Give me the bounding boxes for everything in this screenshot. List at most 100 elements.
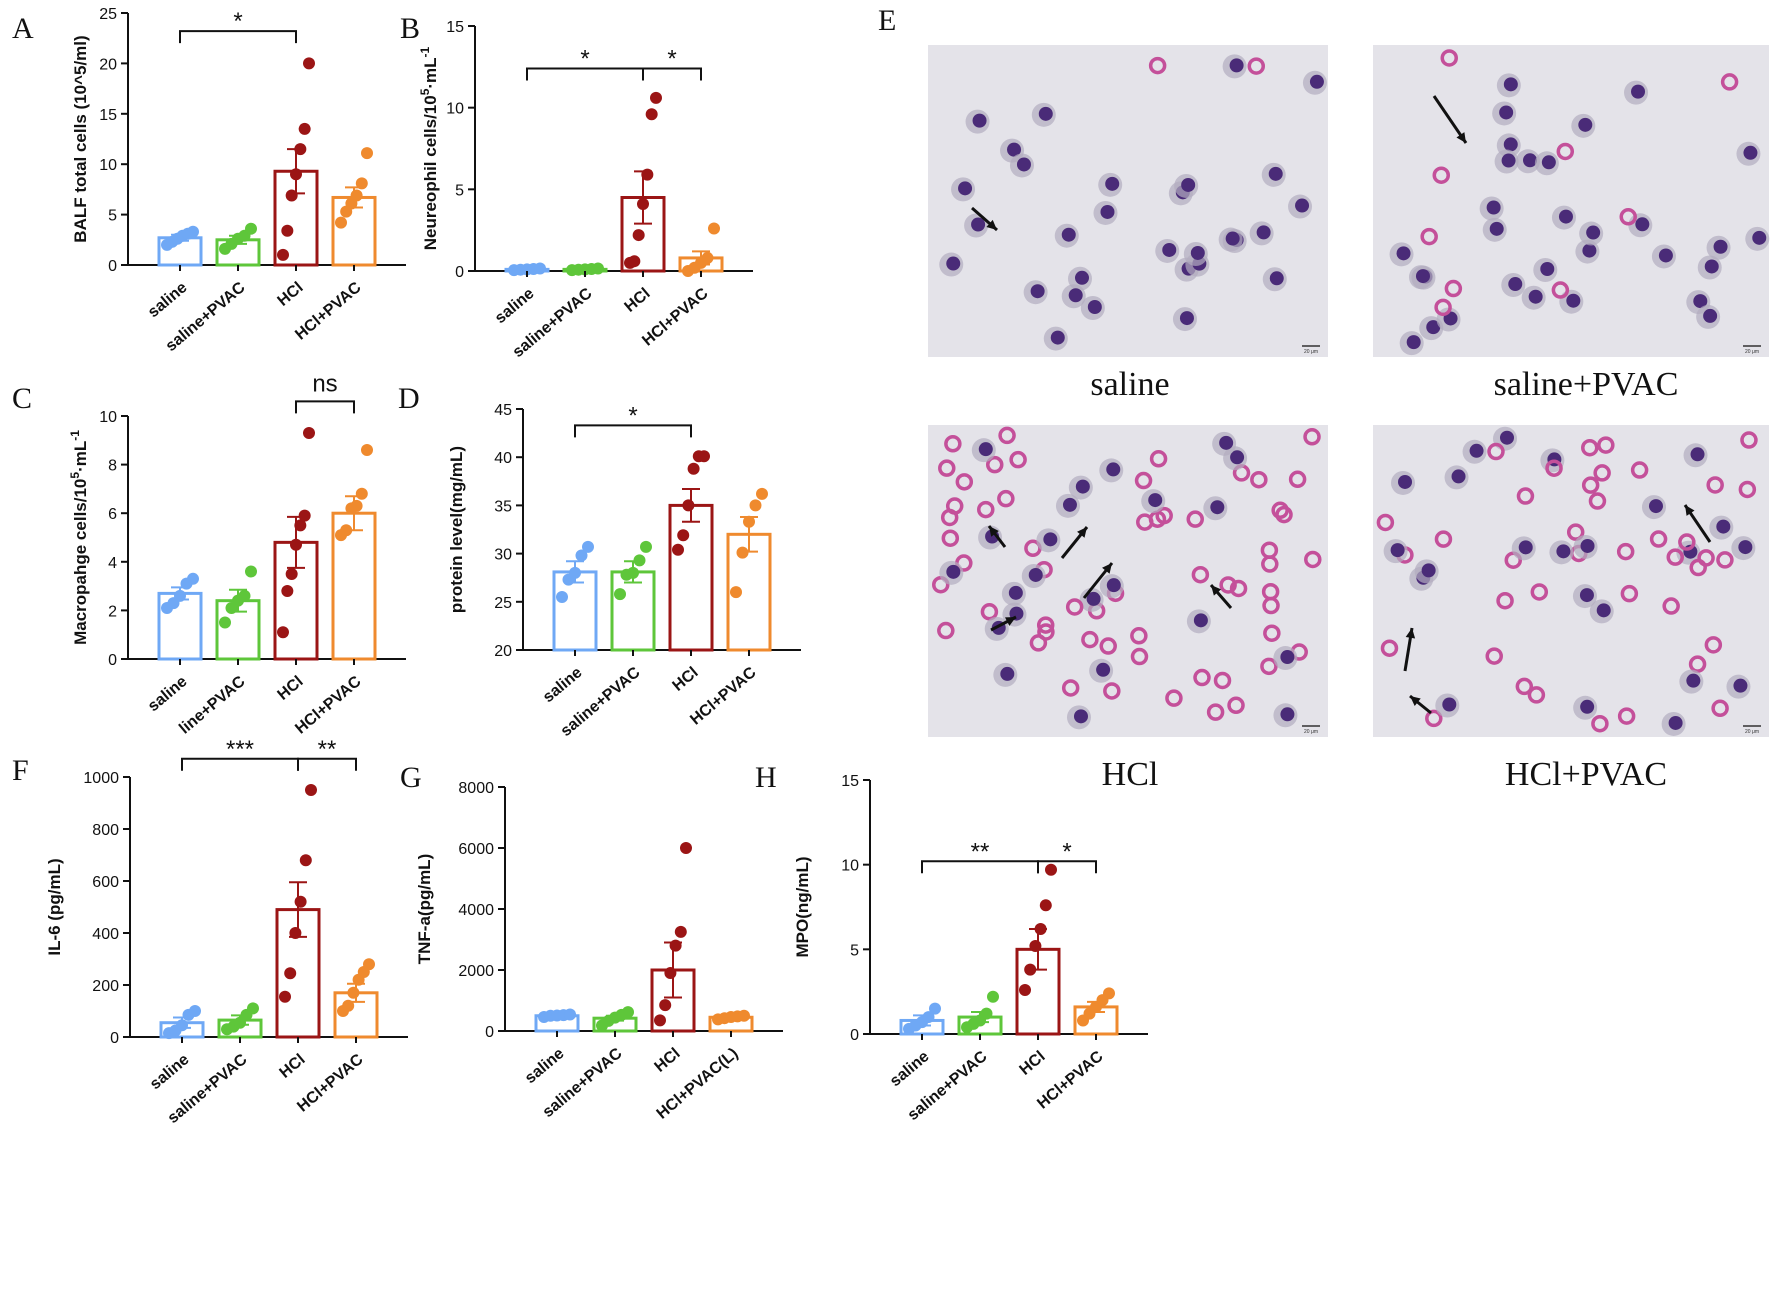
y-tick-label: 15 xyxy=(99,107,117,124)
data-point xyxy=(730,586,742,599)
neutrophil-cell xyxy=(977,500,995,519)
macrophage-nucleus xyxy=(1558,209,1573,224)
y-tick-label: 10 xyxy=(99,157,117,174)
neutrophil-cell xyxy=(1545,459,1563,477)
neutrophil-cell xyxy=(1250,470,1268,489)
neutrophil-cell xyxy=(1376,513,1395,532)
data-point xyxy=(219,616,231,629)
arrow-head xyxy=(1077,527,1087,538)
y-tick-label: 10 xyxy=(446,101,464,118)
macrophage-nucleus xyxy=(1268,166,1283,181)
data-point xyxy=(298,509,311,522)
arrow-head xyxy=(1005,617,1016,626)
neutrophil-cell xyxy=(1630,461,1649,479)
data-point xyxy=(650,91,662,104)
macrophage-nucleus xyxy=(946,256,961,271)
data-point xyxy=(575,549,588,562)
neutrophil-cell xyxy=(1425,709,1443,728)
micrograph-caption: HCl xyxy=(1102,756,1159,793)
macrophage-nucleus xyxy=(1075,479,1090,494)
macrophage-nucleus xyxy=(1501,153,1516,168)
data-point xyxy=(294,519,307,532)
y-tick-label: 0 xyxy=(110,1030,119,1047)
data-point xyxy=(187,225,199,238)
neutrophil-cell xyxy=(1593,464,1611,482)
macrophage-nucleus xyxy=(1579,588,1594,603)
macrophage-nucleus xyxy=(1038,106,1053,121)
neutrophil-cell xyxy=(937,621,955,640)
y-tick-label: 0 xyxy=(108,258,117,275)
y-tick-label: 600 xyxy=(92,874,119,891)
macrophage-nucleus xyxy=(1596,603,1611,618)
neutrophil-cell xyxy=(1303,428,1321,446)
data-point xyxy=(1029,939,1042,952)
macrophage-nucleus xyxy=(1028,567,1043,582)
neutrophil-cell xyxy=(1581,476,1600,494)
micrograph-2: 20 μm xyxy=(928,425,1328,737)
y-tick-label: 10 xyxy=(841,858,859,875)
macrophage-nucleus xyxy=(1426,320,1441,335)
data-point xyxy=(556,590,568,603)
arrow-head xyxy=(1685,505,1695,516)
significance-bracket xyxy=(295,400,355,414)
neutrophil-cell xyxy=(997,489,1015,508)
data-point xyxy=(299,854,312,867)
data-point xyxy=(738,1009,750,1022)
micrograph-background xyxy=(928,45,1328,357)
macrophage-nucleus xyxy=(1489,221,1504,236)
macrophage-nucleus xyxy=(1398,474,1413,489)
neutrophil-cell xyxy=(955,473,974,491)
y-tick-label: 40 xyxy=(494,450,512,467)
macrophage-nucleus xyxy=(1068,288,1083,303)
y-tick-label: 15 xyxy=(446,19,464,36)
macrophage-nucleus xyxy=(1523,153,1538,168)
data-point xyxy=(277,248,289,261)
neutrophil-cell xyxy=(1616,542,1635,561)
data-point xyxy=(247,1002,259,1015)
macrophage-nucleus xyxy=(1086,591,1101,606)
y-tick-label: 5 xyxy=(108,208,117,225)
data-point xyxy=(1045,863,1057,876)
arrow-head xyxy=(989,526,999,537)
macrophage-nucleus xyxy=(1061,227,1076,242)
x-category-label: HCl xyxy=(670,664,702,695)
data-point xyxy=(677,529,690,542)
data-point xyxy=(640,540,652,553)
data-point xyxy=(281,584,294,597)
data-point xyxy=(189,1005,201,1017)
neutrophil-cell xyxy=(1720,73,1739,91)
macrophage-nucleus xyxy=(1586,225,1601,240)
significance-label: ** xyxy=(318,736,337,763)
x-category-label: saline xyxy=(540,664,586,706)
neutrophil-cell xyxy=(1191,565,1210,584)
neutrophil-cell xyxy=(1165,689,1183,707)
scale-bar-label: 20 μm xyxy=(1745,729,1759,735)
micrograph-background xyxy=(928,425,1328,737)
neutrophil-cell xyxy=(1581,438,1599,457)
data-point xyxy=(350,499,363,512)
bar-D-0 xyxy=(552,570,598,652)
data-point xyxy=(347,986,360,999)
data-point xyxy=(355,487,368,500)
x-category-label: saline xyxy=(147,1051,193,1093)
y-tick-label: 45 xyxy=(494,402,512,419)
neutrophil-cell xyxy=(1697,549,1715,567)
data-point xyxy=(290,168,302,181)
y-tick-label: 800 xyxy=(92,822,119,839)
macrophage-nucleus xyxy=(1499,105,1514,120)
macrophage-nucleus xyxy=(1716,519,1731,534)
neutrophil-cell xyxy=(1688,655,1707,673)
data-point xyxy=(1019,983,1031,996)
macrophage-nucleus xyxy=(1229,58,1244,73)
data-point xyxy=(980,1007,993,1020)
data-point xyxy=(637,198,649,211)
neutrophil-cell xyxy=(1434,298,1452,317)
data-point xyxy=(749,499,762,512)
macrophage-nucleus xyxy=(1073,709,1088,724)
significance-label: * xyxy=(667,45,676,72)
neutrophil-cell xyxy=(1229,579,1248,598)
neutrophil-cell xyxy=(1711,699,1729,718)
data-point xyxy=(294,143,307,156)
